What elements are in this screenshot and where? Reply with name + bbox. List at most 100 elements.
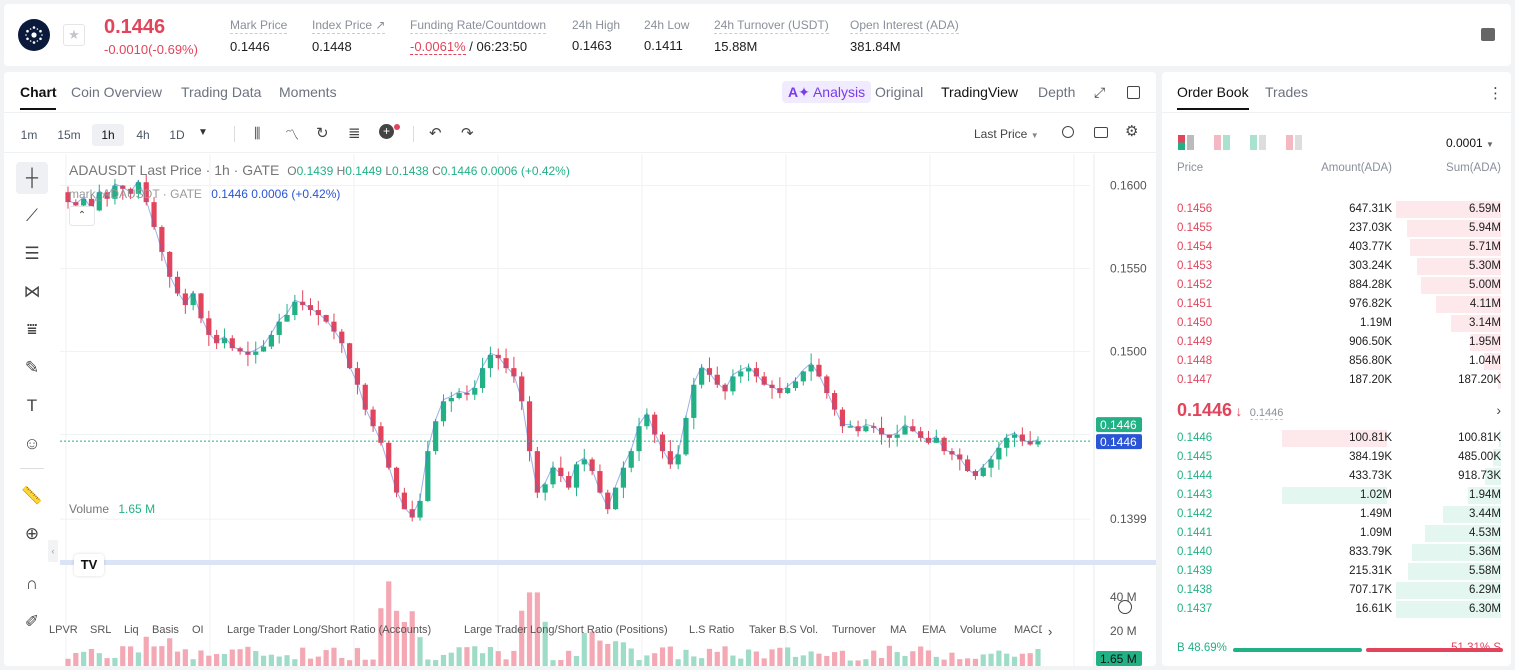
expand-icon[interactable]: ⤢ [1094,84,1106,100]
tab-chart[interactable]: Chart [20,84,57,100]
ask-row[interactable]: 0.1447 187.20K 187.20K [1162,371,1511,390]
crosshair-tool-icon[interactable]: ┼ [16,162,48,194]
ask-row[interactable]: 0.1456 647.31K 6.59M [1162,200,1511,219]
trend-line-tool-icon[interactable]: ⟋ [26,206,38,225]
tab-tradingview[interactable]: TradingView [941,84,1019,100]
view-asks-icon[interactable] [1286,135,1302,150]
view-bids-icon[interactable] [1250,135,1266,150]
book-icon[interactable] [1481,28,1495,41]
ask-row[interactable]: 0.1454 403.77K 5.71M [1162,238,1511,257]
tab-trading-data[interactable]: Trading Data [181,84,262,100]
indicator-tab-taker-b-s-vol-[interactable]: Taker B.S Vol. [749,624,819,636]
ask-row[interactable]: 0.1449 906.50K 1.95M [1162,333,1511,352]
redo-icon[interactable]: ↷ [461,125,474,142]
bid-row[interactable]: 0.1440 833.79K 5.36M [1162,543,1511,562]
indicator-tab-l-s-ratio[interactable]: L.S Ratio [689,624,735,636]
brush-tool-icon[interactable]: ✎ [24,358,40,377]
favorite-star-icon[interactable]: ★ [63,24,85,46]
zoom-in-tool-icon[interactable]: ⊕ [24,524,40,543]
undo-icon[interactable]: ↶ [429,125,442,142]
pattern-tool-icon[interactable]: ⋈ [23,282,41,301]
ai-analysis-button[interactable]: A✦ Analysis [782,81,872,103]
indicator-tab-basis[interactable]: Basis [152,624,179,636]
emoji-tool-icon[interactable]: ☺ [23,434,41,453]
ask-price: 0.1452 [1177,279,1213,291]
edit-tool-icon[interactable]: ✐ [24,612,40,631]
tab-coin-overview[interactable]: Coin Overview [71,84,163,100]
precision-select[interactable]: 0.0001 ▼ [1446,136,1494,150]
timeframe-1h[interactable]: 1h [92,124,124,146]
settings-gear-icon[interactable]: ⚙ [1125,123,1139,140]
bid-row[interactable]: 0.1441 1.09M 4.53M [1162,524,1511,543]
stat-value-wrap: -0.0061% / 06:23:50 [410,39,546,55]
indicator-tab-ma[interactable]: MA [890,624,907,636]
indicator-tab-oi[interactable]: OI [192,624,204,636]
candle-body [331,321,337,332]
indicator-tab-srl[interactable]: SRL [90,624,112,636]
ask-row[interactable]: 0.1452 884.28K 5.00M [1162,276,1511,295]
timeframe-1d[interactable]: 1D [169,128,185,142]
ask-row[interactable]: 0.1451 976.82K 4.11M [1162,295,1511,314]
timeframe-dropdown-icon[interactable]: ▼ [198,127,208,138]
bid-row[interactable]: 0.1444 433.73K 918.73K [1162,467,1511,486]
bid-row[interactable]: 0.1437 16.61K 6.30M [1162,600,1511,619]
tab-original[interactable]: Original [875,84,924,100]
list-icon[interactable]: ≣ [348,125,361,142]
tab-depth[interactable]: Depth [1038,84,1076,100]
ask-row[interactable]: 0.1453 303.24K 5.30M [1162,257,1511,276]
price-type-select[interactable]: Last Price ▼ [974,127,1039,141]
ask-row[interactable]: 0.1448 856.80K 1.04M [1162,352,1511,371]
indicator-tab-turnover[interactable]: Turnover [832,624,876,636]
more-options-icon[interactable]: ⋮ [1488,85,1503,102]
timeframe-15m[interactable]: 15m [57,128,81,142]
indicator-tab-ema[interactable]: EMA [922,624,946,636]
indicator-tab-macd[interactable]: MACD [1014,624,1042,636]
volume-bar [855,660,861,666]
bid-row[interactable]: 0.1439 215.31K 5.58M [1162,562,1511,581]
bid-row[interactable]: 0.1438 707.17K 6.29M [1162,581,1511,600]
bid-row[interactable]: 0.1443 1.02M 1.94M [1162,486,1511,505]
indicator-tab-large-trader-long-short-ratio-accounts-[interactable]: Large Trader Long/Short Ratio (Accounts) [227,624,432,636]
bid-row[interactable]: 0.1445 384.19K 485.00K [1162,448,1511,467]
bottom-tabs-next-icon[interactable]: › [1048,624,1053,639]
volume-bar [706,648,713,666]
stat-label: 24h Low [644,18,690,32]
timeframe-4h[interactable]: 4h [136,128,150,142]
indicator-tab-lpvr[interactable]: LPVR [49,624,78,636]
collapse-legend-button[interactable]: ⌃ [69,206,95,226]
candle-type-icon[interactable]: ⫼ [254,125,261,141]
ask-row[interactable]: 0.1455 237.03K 5.94M [1162,219,1511,238]
refresh-icon[interactable]: ↻ [316,125,329,142]
ruler-tool-icon[interactable]: 📏 [21,486,43,505]
add-indicator-icon[interactable]: + [379,124,394,139]
collapse-toolbar-icon[interactable]: ‹ [48,540,58,562]
legend-close: 0.1446 [440,164,478,178]
volume-bar [730,655,736,666]
chart-settings-icon[interactable] [1118,600,1132,614]
ask-row[interactable]: 0.1450 1.19M 3.14M [1162,314,1511,333]
bid-depth-bar [1498,430,1501,447]
tab-order-book[interactable]: Order Book [1177,84,1249,100]
indicator-tab-volume[interactable]: Volume [960,624,997,636]
indicator-tab-large-trader-long-short-ratio-positions-[interactable]: Large Trader Long/Short Ratio (Positions… [464,624,668,636]
indicator-tab-liq[interactable]: Liq [124,624,139,636]
stat-index-price[interactable]: Index Price ↗ 0.1448 [312,18,386,54]
camera-icon[interactable] [1094,127,1108,138]
window-icon[interactable] [1127,86,1140,99]
candle-body [534,451,540,493]
bid-row[interactable]: 0.1446 100.81K 100.81K [1162,429,1511,448]
tab-trades[interactable]: Trades [1265,84,1309,100]
tab-moments[interactable]: Moments [279,84,337,100]
search-icon[interactable] [1062,126,1074,138]
timeframe-1m[interactable]: 1m [20,128,38,142]
magnet-tool-icon[interactable]: ∩ [25,574,39,593]
indicators-icon[interactable]: 〽 [285,127,299,143]
fib-tool-icon[interactable]: ⩸ [26,320,38,339]
horizontal-lines-tool-icon[interactable]: ☰ [24,244,40,263]
view-both-icon[interactable] [1178,135,1194,150]
view-split-icon[interactable] [1214,135,1230,150]
bid-row[interactable]: 0.1442 1.49M 3.44M [1162,505,1511,524]
text-tool-icon[interactable]: T [26,396,38,415]
mid-price-row[interactable]: 0.1446 ↓ 0.1446 › [1177,400,1501,424]
